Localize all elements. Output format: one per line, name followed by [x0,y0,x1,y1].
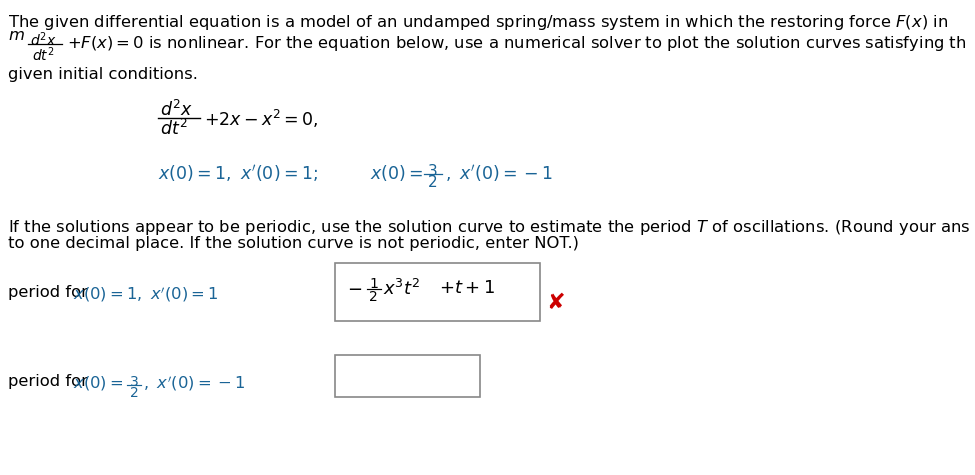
Text: ✘: ✘ [546,293,565,313]
Text: $x^3t^2$: $x^3t^2$ [383,279,420,299]
Text: 3: 3 [130,375,138,389]
Text: $+ 2x - x^2 = 0,$: $+ 2x - x^2 = 0,$ [204,108,319,130]
Text: given initial conditions.: given initial conditions. [8,67,198,82]
Text: $d^2x$: $d^2x$ [160,100,193,120]
Text: $m$: $m$ [8,28,24,43]
Text: $+ F(x) = 0$ is nonlinear. For the equation below, use a numerical solver to plo: $+ F(x) = 0$ is nonlinear. For the equat… [67,34,966,53]
Text: $+ t + 1$: $+ t + 1$ [439,279,495,297]
Text: $dt^2$: $dt^2$ [32,45,55,64]
Text: 2: 2 [428,175,438,190]
Text: $dt^2$: $dt^2$ [160,119,187,139]
Text: $,\ x'(0) = -1$: $,\ x'(0) = -1$ [445,163,553,184]
Text: $x(0) = 1,\ x'(0) = 1;$: $x(0) = 1,\ x'(0) = 1;$ [158,163,318,184]
Bar [335,263,540,321]
Text: 2: 2 [130,386,138,400]
Text: 2: 2 [369,290,377,304]
Text: $d^2x$: $d^2x$ [30,30,57,48]
Text: $,\ x'(0) = -1$: $,\ x'(0) = -1$ [143,374,245,393]
Text: 1: 1 [369,277,378,291]
Bar [335,355,480,397]
Text: $x(0) =$: $x(0) =$ [370,163,423,183]
Text: $x(0) = 1,\ x'(0) = 1$: $x(0) = 1,\ x'(0) = 1$ [73,285,218,304]
Text: $-$: $-$ [347,279,362,297]
Text: The given differential equation is a model of an undamped spring/mass system in : The given differential equation is a mod… [8,13,948,32]
Text: period for: period for [8,374,94,389]
Text: If the solutions appear to be periodic, use the solution curve to estimate the p: If the solutions appear to be periodic, … [8,218,971,237]
Text: period for: period for [8,285,94,300]
Text: $x(0) =$: $x(0) =$ [73,374,124,392]
Text: to one decimal place. If the solution curve is not periodic, enter NOT.): to one decimal place. If the solution cu… [8,236,579,251]
Text: 3: 3 [428,164,438,179]
